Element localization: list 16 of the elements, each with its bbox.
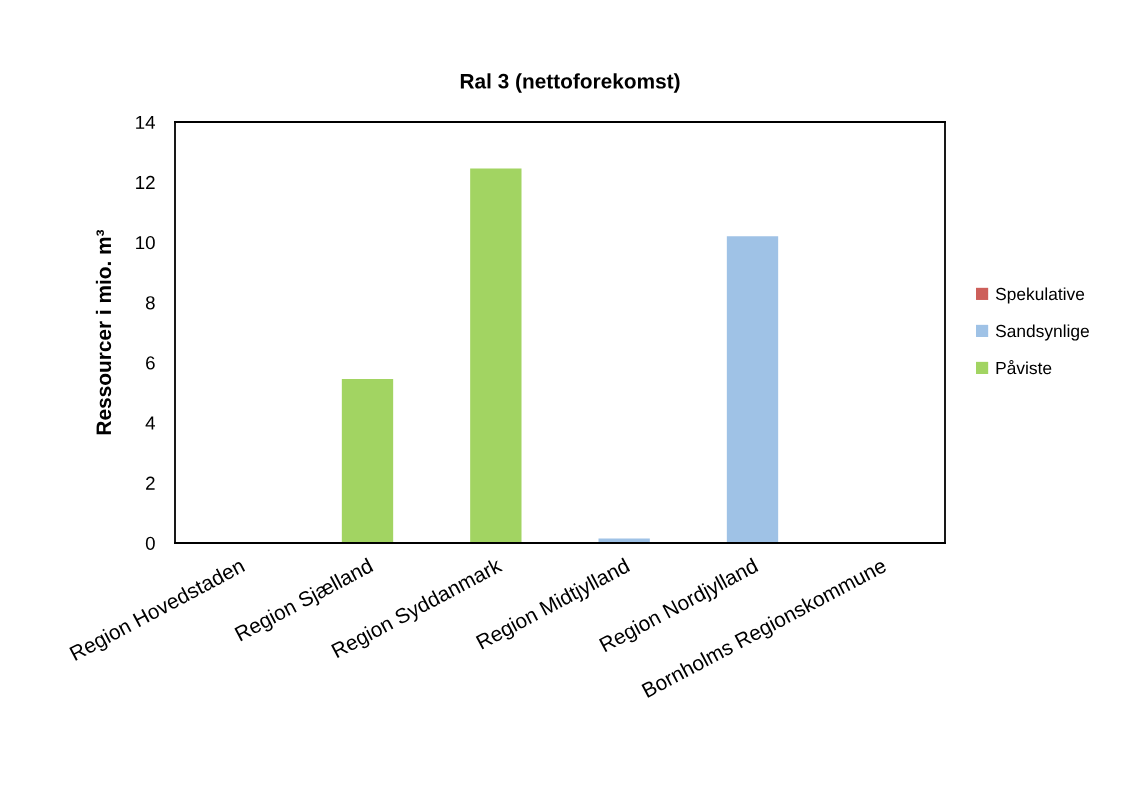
y-tick-label: 10 xyxy=(136,235,155,250)
bar xyxy=(470,168,522,543)
legend-label: Spekulative xyxy=(995,287,1085,304)
y-tick-label: 4 xyxy=(145,416,156,430)
y-axis-title: Ressourcer i mio. m³ xyxy=(95,229,112,435)
y-tick-label: 12 xyxy=(136,175,155,189)
bar xyxy=(341,379,394,543)
bar xyxy=(726,236,779,543)
chart-title: Ral 3 (nettoforekomst) xyxy=(460,73,680,93)
legend-label: Sandsynlige xyxy=(995,324,1089,341)
legend-label: Påviste xyxy=(996,360,1052,375)
y-tick-label: 14 xyxy=(136,115,156,129)
y-tick-label: 0 xyxy=(145,536,155,550)
y-tick-label: 2 xyxy=(146,476,155,490)
y-tick-label: 8 xyxy=(145,296,155,310)
y-tick-label: 6 xyxy=(146,356,155,370)
